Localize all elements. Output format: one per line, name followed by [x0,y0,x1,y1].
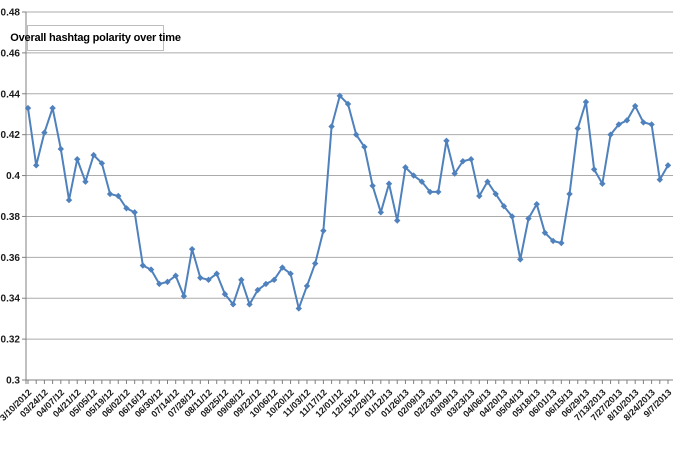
data-point-marker [328,123,335,130]
data-point-marker [295,305,302,312]
data-point-marker [139,262,147,269]
data-point-marker [631,102,639,110]
data-point-marker [582,98,590,106]
data-point-marker [254,286,261,294]
data-point-marker [615,121,622,128]
data-point-marker [115,192,122,200]
chart-title: Overall hashtag polarity over time [10,25,181,51]
data-point-marker [270,276,278,284]
data-point-marker [558,239,565,247]
data-point-marker [221,290,229,298]
data-point-marker [525,215,532,222]
data-point-marker [508,213,516,220]
data-point-marker [98,160,106,167]
data-point-marker [147,266,155,273]
data-point-marker [402,164,409,171]
data-point-marker [377,209,385,216]
data-point-marker [640,119,647,126]
data-point-marker [238,276,245,284]
data-point-marker [213,270,220,277]
data-point-marker [41,129,48,136]
data-point-marker [49,104,56,112]
data-point-marker [435,188,442,196]
y-axis-label: 0.36 [1,253,21,264]
data-point-marker [418,178,426,185]
data-point-marker [205,276,212,284]
data-point-marker [164,278,171,286]
data-point-marker [656,176,663,183]
y-axis-label: 0.32 [1,335,21,346]
data-point-marker [361,143,368,151]
data-point-marker [172,272,179,279]
data-point-marker [82,178,89,185]
data-point-marker [156,280,163,288]
data-point-marker [106,190,114,198]
y-axis-label: 0.34 [1,294,21,305]
data-point-marker [229,301,237,308]
series-line [27,94,669,310]
data-point-marker [188,245,196,253]
data-point-marker [287,270,294,277]
data-point-marker [33,162,40,169]
data-point-marker [303,282,311,290]
data-point-marker [123,205,130,212]
data-point-marker [336,92,343,100]
data-point-marker [459,158,467,165]
data-point-marker [467,156,475,163]
data-point-marker [353,131,360,138]
data-point-marker [484,178,491,185]
data-point-marker [90,151,97,159]
data-point-marker [320,227,327,234]
data-point-marker [426,188,434,196]
data-point-marker [566,190,573,198]
data-point-marker [476,192,483,200]
data-point-marker [262,280,270,288]
data-point-marker [500,203,508,210]
data-point-marker [590,166,598,173]
data-point-marker [664,162,672,169]
y-axis-label: 0.38 [1,212,21,223]
data-point-marker [517,256,524,263]
data-point-marker [451,170,458,177]
data-point-marker [549,237,557,245]
data-point-marker [180,292,188,300]
data-point-marker [607,131,614,138]
data-point-marker [369,182,376,189]
data-point-marker [410,172,417,179]
data-point-marker [344,100,352,108]
y-axis-label: 0.48 [1,8,21,19]
data-point-marker [311,260,319,267]
y-axis-label: 0.46 [1,48,21,59]
y-axis-label: 0.44 [1,89,21,100]
data-point-marker [541,229,549,236]
data-point-marker [246,301,253,308]
data-point-marker [385,180,393,187]
data-point-marker [394,217,401,224]
y-axis-label: 0.3 [6,376,20,387]
data-point-marker [599,180,606,187]
data-point-marker [279,264,286,271]
data-point-marker [197,274,204,281]
data-point-marker [65,196,73,204]
data-point-marker [492,190,499,198]
data-point-marker [74,156,81,163]
data-point-marker [623,117,631,124]
data-point-marker [24,104,32,112]
y-axis-label: 0.42 [1,130,21,141]
y-axis-label: 0.4 [6,171,20,182]
data-point-marker [131,209,138,216]
data-point-marker [648,121,655,128]
data-point-marker [57,145,65,153]
data-point-marker [443,137,450,144]
data-point-marker [574,125,581,132]
data-point-marker [533,200,540,208]
